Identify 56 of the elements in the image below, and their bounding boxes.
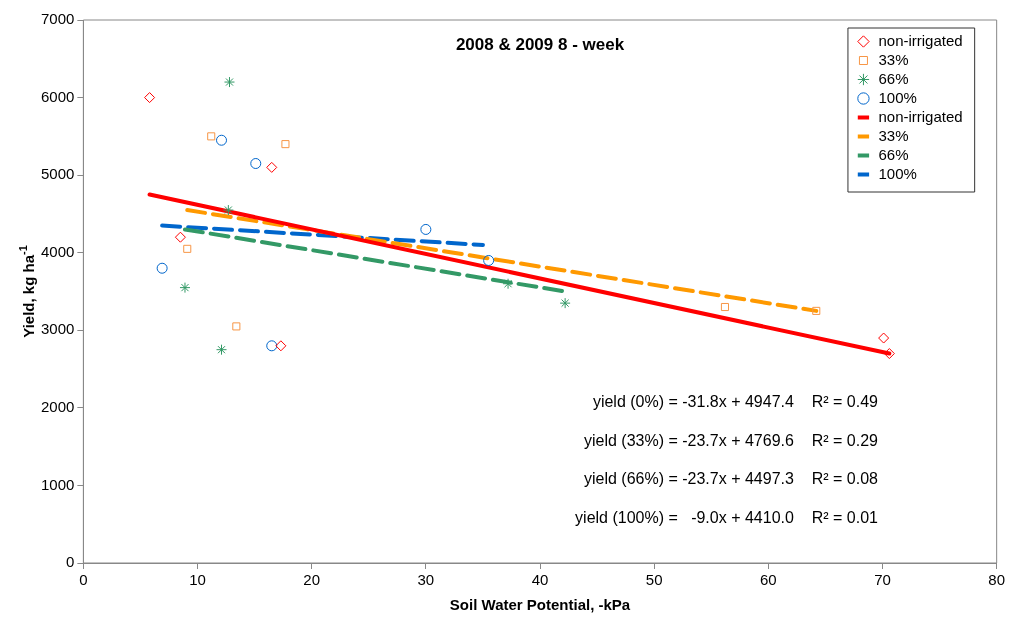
point [266, 340, 278, 352]
x-tick-label: 20 [303, 571, 321, 589]
x-tick-label: 30 [417, 571, 435, 589]
y-tick-label: 3000 [40, 320, 75, 338]
point [720, 302, 729, 312]
y-tick-label: 5000 [40, 165, 75, 183]
legend-label: 66% [878, 69, 909, 87]
point [420, 223, 432, 235]
legend-label: 66% [878, 145, 909, 163]
y-tick-label: 6000 [40, 87, 75, 105]
point [216, 344, 227, 356]
point [266, 161, 278, 173]
annotation: yield (0%) = -31.8x + 4947.4 R² = 0.49 [592, 393, 879, 411]
point [250, 158, 262, 170]
annotation: yield (33%) = -23.7x + 4769.6 R² = 0.29 [583, 431, 879, 449]
legend-label: non-irrigated [878, 31, 963, 49]
point [232, 322, 241, 331]
legend-label: 100% [878, 164, 917, 182]
x-tick-label: 60 [759, 571, 777, 589]
x-tick-label: 80 [988, 571, 1005, 589]
point [502, 278, 514, 290]
point [878, 332, 890, 344]
point [483, 254, 495, 266]
point [207, 132, 216, 141]
point [281, 140, 290, 149]
point [156, 262, 168, 274]
x-axis-title: Soil Water Potential, -kPa [449, 596, 631, 614]
x-tick-label: 0 [79, 571, 88, 589]
annotation: yield (100%) = -9.0x + 4410.0 R² = 0.01 [575, 508, 879, 526]
point [174, 231, 186, 243]
y-tick-label: 2000 [40, 398, 75, 415]
x-tick-label: 70 [874, 571, 891, 589]
y-tick-label: 1000 [40, 475, 75, 493]
legend-label: non-irrigated [878, 107, 963, 125]
x-tick-label: 50 [645, 571, 663, 589]
point [216, 134, 227, 146]
y-tick-label: 7000 [40, 10, 75, 28]
point [559, 297, 571, 309]
point [275, 340, 287, 352]
legend-label: 33% [878, 50, 909, 68]
y-tick-label: 4000 [40, 242, 75, 260]
point [179, 282, 191, 294]
y-axis-title: Yield, kg ha-1 [17, 245, 38, 338]
point [812, 306, 821, 315]
point [183, 244, 192, 253]
point [224, 76, 235, 88]
legend-label: 100% [878, 88, 917, 106]
y-tick-label: 0 [66, 553, 75, 571]
point [883, 348, 895, 360]
x-tick-label: 10 [189, 571, 206, 589]
x-tick-label: 40 [531, 571, 549, 589]
point [222, 204, 234, 216]
text: 2008 & 2009 8 - week [455, 34, 625, 54]
annotation: yield (66%) = -23.7x + 4497.3 R² = 0.08 [583, 470, 879, 488]
point [144, 92, 156, 104]
legend-label: 33% [878, 126, 909, 144]
